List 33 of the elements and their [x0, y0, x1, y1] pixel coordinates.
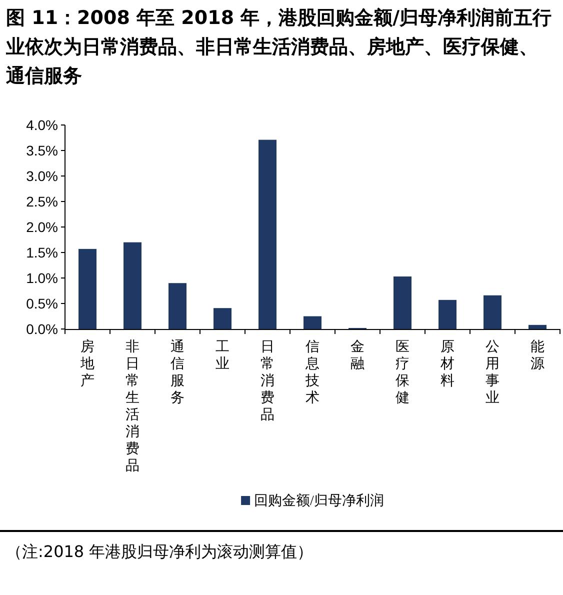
legend-label: 回购金额/归母净利润	[254, 493, 384, 509]
bar	[438, 300, 456, 329]
x-tick-label: 原材料	[440, 340, 454, 389]
x-tick-label: 非日常生活消费品	[126, 339, 140, 474]
chart-title: 图 11：2008 年至 2018 年，港股回购金额/归母净利润前五行业依次为日常消费品、非日常生活消费品、房地产、医疗保健、通信服务	[6, 6, 553, 89]
y-tick-label: 0.5%	[26, 296, 58, 312]
bar	[304, 316, 322, 329]
bar	[168, 283, 186, 329]
bar	[258, 140, 276, 329]
y-tick-label: 2.5%	[26, 194, 58, 210]
x-tick-label: 医疗保健	[396, 340, 410, 406]
x-tick-label: 通信服务	[170, 339, 184, 406]
bar	[528, 324, 546, 329]
y-tick-label: 0.0%	[26, 321, 58, 337]
bar	[484, 295, 502, 329]
x-tick-label: 工业	[216, 340, 230, 372]
y-tick-label: 4.0%	[26, 117, 58, 133]
x-tick-label: 房地产	[80, 339, 94, 389]
y-tick-label: 2.0%	[26, 219, 58, 235]
bar	[214, 308, 232, 329]
x-tick-label: 日常消费品	[260, 340, 274, 423]
bar	[78, 248, 96, 329]
y-tick-label: 3.0%	[26, 168, 58, 184]
x-tick-label: 公用事业	[486, 339, 500, 406]
y-tick-label: 1.0%	[26, 270, 58, 286]
text: （注:2018 年港股归母净利为滚动测算值）	[6, 541, 314, 563]
x-tick-label: 能源	[530, 339, 544, 372]
bar	[124, 242, 142, 329]
x-tick-label: 信息技术	[304, 339, 320, 406]
x-tick-label: 金融	[350, 339, 364, 372]
y-tick-label: 3.5%	[26, 142, 58, 158]
y-tick-label: 1.5%	[26, 244, 58, 260]
bar	[394, 276, 412, 329]
